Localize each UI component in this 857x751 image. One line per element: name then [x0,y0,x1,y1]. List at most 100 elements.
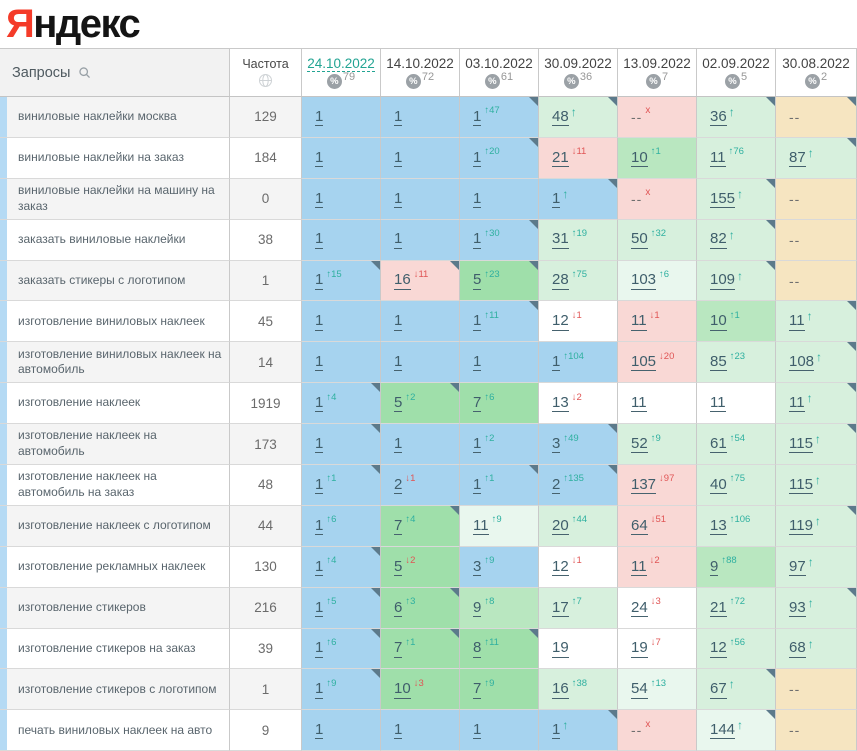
query-cell[interactable]: изготовление наклеек [0,383,230,425]
position-link[interactable]: 85 [710,353,727,372]
position-link[interactable]: 1 [315,148,324,167]
position-link[interactable]: 1 [315,230,324,249]
position-link[interactable]: 7 [394,639,403,658]
position-link[interactable]: 61 [710,434,727,454]
position-link[interactable]: 1 [394,312,403,331]
position-link[interactable]: 1 [315,516,324,535]
position-link[interactable]: 1 [473,230,482,249]
position-link[interactable]: 9 [473,598,482,617]
position-link[interactable]: 68 [789,639,806,658]
position-link[interactable]: 1 [552,721,561,740]
position-link[interactable]: 11 [631,394,647,413]
position-link[interactable]: 1 [473,434,482,454]
query-cell[interactable]: заказать стикеры с логотипом [0,260,230,302]
position-link[interactable]: 108 [789,353,815,372]
position-link[interactable]: 3 [473,557,482,576]
position-link[interactable]: 1 [315,557,324,576]
position-link[interactable]: 5 [394,394,403,413]
position-link[interactable]: 1 [394,721,403,740]
position-link[interactable]: 137 [631,475,657,495]
position-link[interactable]: 1 [552,189,561,208]
position-link[interactable]: 1 [315,312,324,331]
position-link[interactable]: 1 [315,434,324,454]
position-link[interactable]: 115 [789,434,813,454]
position-link[interactable]: 82 [710,230,727,249]
position-link[interactable]: 2 [552,475,561,495]
position-link[interactable]: 11 [789,312,805,331]
position-link[interactable]: 17 [552,598,569,617]
position-link[interactable]: 105 [631,353,657,372]
position-link[interactable]: 1 [315,353,324,372]
query-cell[interactable]: изготовление наклеек на автомобиль на за… [0,465,230,506]
date-link[interactable]: 02.09.2022 [702,56,770,72]
position-link[interactable]: 12 [552,312,569,331]
position-link[interactable]: 19 [552,639,569,658]
query-cell[interactable]: заказать виниловые наклейки [0,219,230,261]
position-link[interactable]: 7 [473,680,482,699]
position-link[interactable]: 13 [710,516,727,535]
position-link[interactable]: 1 [473,148,482,167]
query-cell[interactable]: изготовление стикеров на заказ [0,628,230,670]
position-link[interactable]: 1 [315,475,324,495]
position-link[interactable]: 10 [394,680,411,699]
position-link[interactable]: 1 [315,271,324,290]
position-link[interactable]: 48 [552,107,569,127]
position-link[interactable]: 155 [710,189,736,208]
position-link[interactable]: 50 [631,230,648,249]
search-icon[interactable] [78,66,91,79]
position-link[interactable]: 5 [394,557,403,576]
position-link[interactable]: 11 [631,557,647,576]
position-link[interactable]: 31 [552,230,569,249]
position-link[interactable]: 10 [631,148,648,167]
query-cell[interactable]: печать виниловых наклеек на авто [0,710,230,751]
position-link[interactable]: 115 [789,475,813,495]
position-link[interactable]: 144 [710,721,736,740]
position-link[interactable]: 109 [710,271,736,290]
position-link[interactable]: 1 [394,189,403,208]
position-link[interactable]: 9 [710,557,719,576]
query-cell[interactable]: виниловые наклейки москва [0,97,230,138]
position-link[interactable]: 119 [789,516,813,535]
position-link[interactable]: 3 [552,434,561,454]
position-link[interactable]: 1 [394,107,403,127]
position-link[interactable]: 11 [631,312,647,331]
position-link[interactable]: 7 [394,516,403,535]
date-link[interactable]: 14.10.2022 [386,56,454,72]
position-link[interactable]: 1 [473,312,482,331]
position-link[interactable]: 67 [710,680,727,699]
query-cell[interactable]: виниловые наклейки на машину на заказ [0,178,230,220]
position-link[interactable]: 1 [315,189,324,208]
position-link[interactable]: 12 [552,557,569,576]
position-link[interactable]: 1 [552,353,561,372]
date-link[interactable]: 30.09.2022 [544,56,612,72]
position-link[interactable]: 11 [710,394,726,413]
position-link[interactable]: 1 [315,721,324,740]
position-link[interactable]: 1 [394,230,403,249]
position-link[interactable]: 1 [473,721,482,740]
position-link[interactable]: 10 [710,312,727,331]
position-link[interactable]: 7 [473,394,482,413]
position-link[interactable]: 16 [394,271,411,290]
position-link[interactable]: 20 [552,516,569,535]
position-link[interactable]: 19 [631,639,648,658]
position-link[interactable]: 1 [315,394,324,413]
query-cell[interactable]: виниловые наклейки на заказ [0,137,230,179]
position-link[interactable]: 1 [473,189,482,208]
position-link[interactable]: 5 [473,271,482,290]
position-link[interactable]: 64 [631,516,648,535]
position-link[interactable]: 11 [473,516,489,535]
position-link[interactable]: 24 [631,598,648,617]
position-link[interactable]: 11 [710,148,726,167]
date-link[interactable]: 24.10.2022 [307,55,375,73]
position-link[interactable]: 1 [315,680,324,699]
position-link[interactable]: 28 [552,271,569,290]
position-link[interactable]: 93 [789,598,806,617]
position-link[interactable]: 36 [710,107,727,127]
position-link[interactable]: 1 [473,107,482,127]
query-cell[interactable]: изготовление наклеек на автомобиль [0,424,230,466]
position-link[interactable]: 1 [394,434,403,454]
position-link[interactable]: 13 [552,394,569,413]
position-link[interactable]: 54 [631,680,648,699]
date-link[interactable]: 30.08.2022 [782,56,850,72]
position-link[interactable]: 40 [710,475,727,495]
